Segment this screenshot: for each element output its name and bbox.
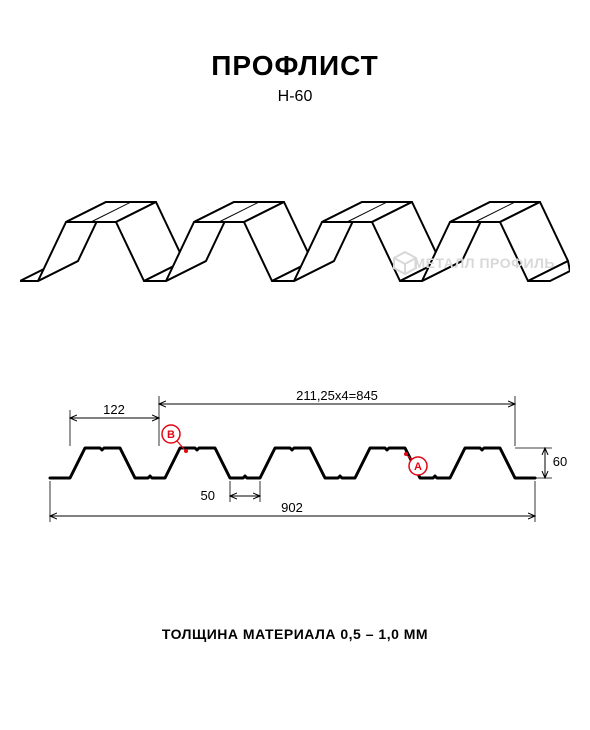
marker-b: B — [162, 425, 188, 453]
page-title: ПРОФЛИСТ — [20, 50, 570, 82]
dim-first: 122 — [103, 402, 125, 417]
svg-text:B: B — [167, 429, 175, 441]
page-container: ПРОФЛИСТ Н-60 — [0, 0, 590, 730]
thickness-note: ТОЛЩИНА МАТЕРИАЛА 0,5 – 1,0 ММ — [20, 626, 570, 642]
technical-drawing: 211,25х4=845 122 B A — [20, 386, 570, 546]
dim-flat: 50 — [201, 488, 215, 503]
dim-total: 902 — [281, 500, 303, 515]
dim-pitch: 211,25х4=845 — [296, 388, 378, 403]
dim-height: 60 — [553, 454, 567, 469]
isometric-drawing — [20, 136, 570, 316]
svg-text:A: A — [414, 461, 422, 473]
page-subtitle: Н-60 — [20, 88, 570, 106]
